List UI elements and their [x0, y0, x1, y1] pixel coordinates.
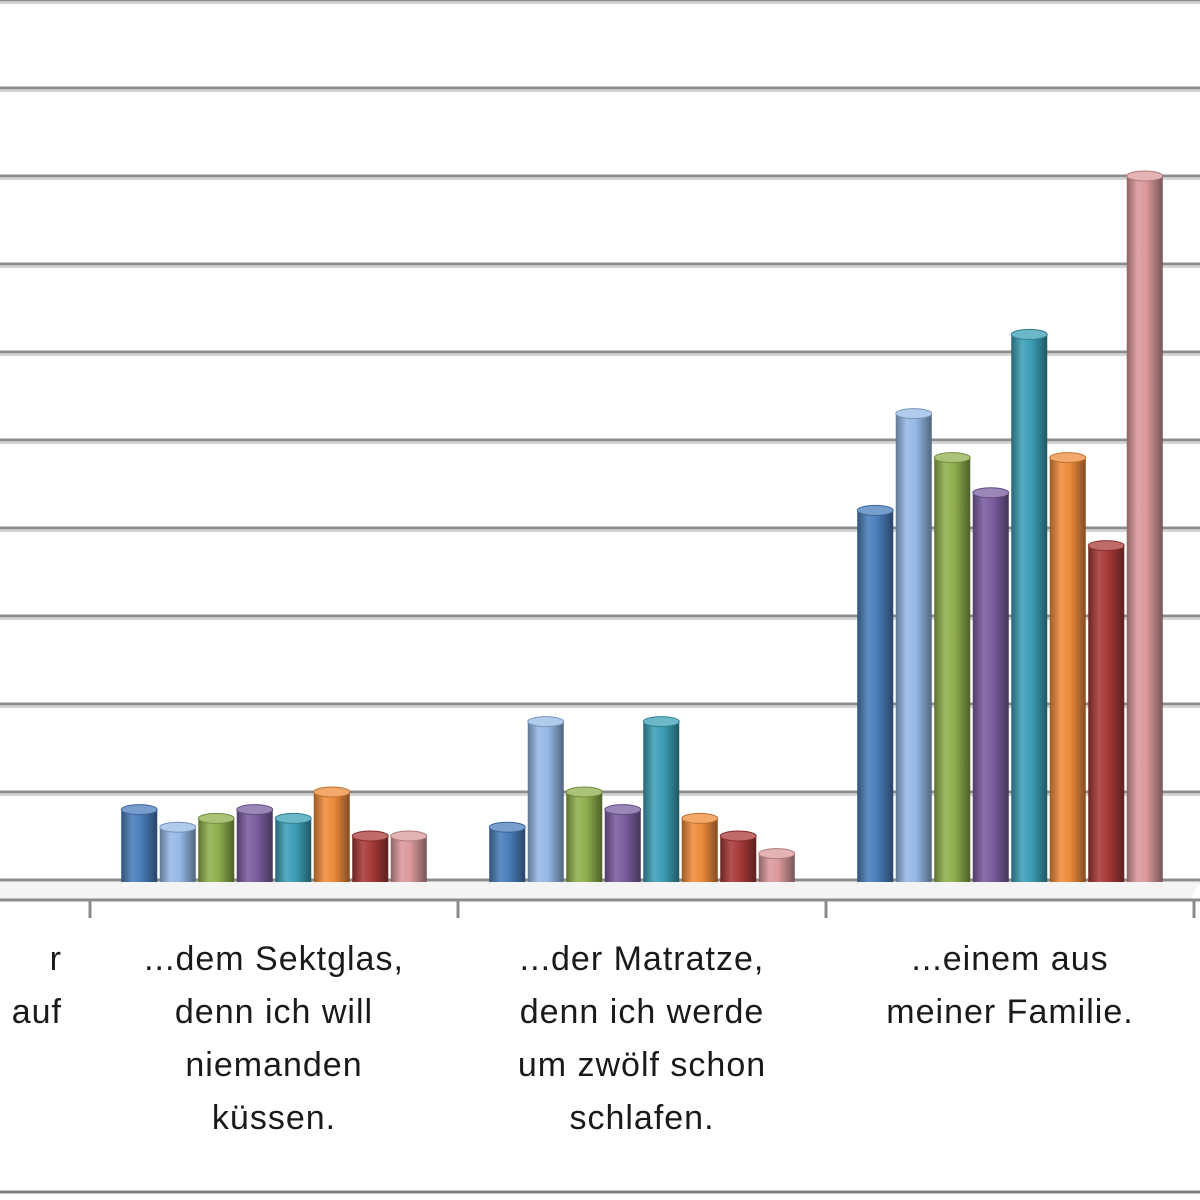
bar-body	[972, 492, 1009, 895]
bar	[972, 487, 1010, 895]
bar	[1087, 540, 1125, 895]
bar-body	[159, 827, 196, 895]
bar-cap	[565, 786, 603, 798]
bar	[390, 830, 428, 895]
bar	[933, 452, 971, 895]
bar	[642, 716, 680, 895]
bar-body	[1088, 545, 1125, 895]
bar	[565, 786, 603, 895]
bar-body	[275, 818, 312, 895]
bar-cap	[1126, 170, 1164, 182]
bar-body	[198, 818, 235, 895]
x-tick-label: r auf	[12, 940, 62, 1031]
bar	[313, 786, 351, 895]
bar	[351, 830, 389, 895]
x-tick-label: ...der Matratze, denn ich werde um zwölf s…	[518, 940, 766, 1137]
bar	[236, 804, 274, 895]
floor	[0, 882, 1200, 900]
bar-cap	[856, 504, 894, 516]
gridlines	[0, 0, 1200, 884]
bar-body	[895, 413, 932, 895]
bar-body	[934, 457, 971, 895]
bar-body	[352, 836, 389, 895]
bar-cap	[642, 716, 680, 728]
bar-cap	[933, 452, 971, 464]
bar-body	[720, 836, 757, 895]
bar	[604, 804, 642, 895]
bar-cap	[527, 716, 565, 728]
x-tick-labels: r auf ...dem Sektglas, denn ich will niemand…	[12, 940, 1133, 1137]
bar-cap	[1087, 540, 1125, 552]
bar	[1049, 452, 1087, 895]
bar-body	[566, 792, 603, 895]
x-tick-label: ...dem Sektglas, denn ich will niemanden kü…	[144, 940, 404, 1137]
bar-cap	[895, 408, 933, 420]
bar-cap	[120, 804, 158, 816]
bar-body	[1011, 334, 1048, 895]
bar-body	[390, 836, 427, 895]
bar-cap	[1010, 328, 1048, 340]
bar-body	[681, 818, 718, 895]
x-axis	[0, 882, 1200, 918]
bar-cap	[972, 487, 1010, 499]
bar	[274, 812, 312, 895]
bar-cap	[313, 786, 351, 798]
bar-cap	[488, 821, 526, 833]
bar	[856, 504, 894, 895]
bar-body	[1126, 176, 1163, 895]
bar-cap	[274, 812, 312, 824]
bar-cap	[681, 812, 719, 824]
bar-cap	[236, 804, 274, 816]
bar	[1010, 328, 1048, 895]
bar-cap	[351, 830, 389, 842]
bars	[120, 170, 1164, 895]
bar-body	[489, 827, 526, 895]
bar	[681, 812, 719, 895]
bar-body	[121, 809, 158, 895]
bar-cap	[1049, 452, 1087, 464]
bar	[719, 830, 757, 895]
bar-body	[527, 721, 564, 895]
bar-cap	[197, 812, 235, 824]
bar-body	[313, 792, 350, 895]
bar	[1126, 170, 1164, 895]
bar	[197, 812, 235, 895]
bar-cap	[604, 804, 642, 816]
bar-cap	[719, 830, 757, 842]
bar	[120, 804, 158, 895]
bar	[527, 716, 565, 895]
bar-body	[1049, 457, 1086, 895]
bar-body	[236, 809, 273, 895]
bar-body	[643, 721, 680, 895]
bar-cap	[758, 848, 796, 860]
bar-body	[857, 510, 894, 895]
x-tick-label: ...einem aus meiner Familie.	[886, 940, 1133, 1031]
bar-cap	[390, 830, 428, 842]
bar-body	[604, 809, 641, 895]
bar	[488, 821, 526, 895]
bar	[159, 821, 197, 895]
bar	[895, 408, 933, 895]
bar-cap	[159, 821, 197, 833]
